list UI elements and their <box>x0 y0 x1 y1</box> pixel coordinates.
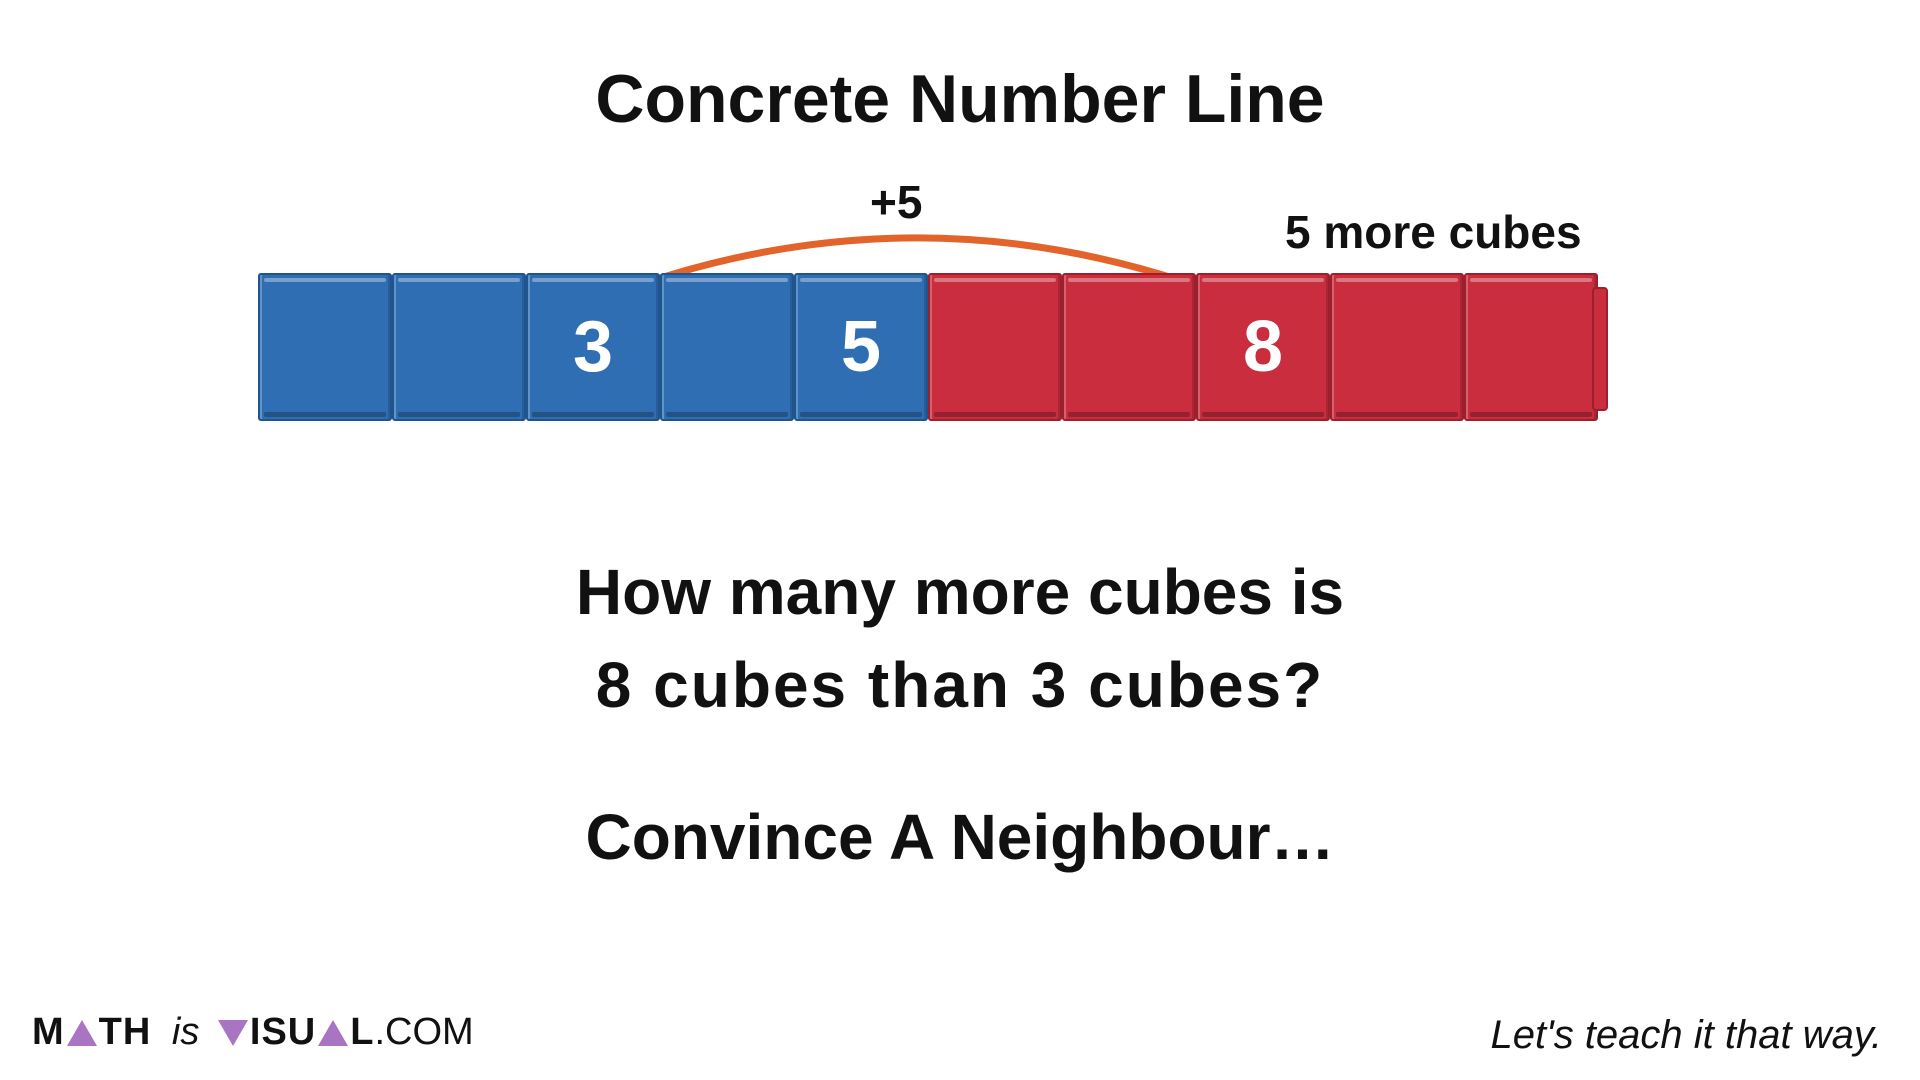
footer-isu: ISU <box>250 1011 316 1053</box>
page-title: Concrete Number Line <box>0 60 1920 138</box>
triangle-down-icon <box>216 1015 250 1058</box>
footer-is: is <box>172 1011 199 1053</box>
footer-m: M <box>32 1011 65 1053</box>
question-line-2: 8 cubes than 3 cubes? <box>0 648 1920 722</box>
triangle-up-icon-2 <box>316 1015 350 1058</box>
red-cube <box>1330 273 1464 421</box>
red-cube <box>1062 273 1196 421</box>
red-cube <box>928 273 1062 421</box>
blue-cube <box>392 273 526 421</box>
red-cube <box>1464 273 1598 421</box>
jump-arc <box>0 0 1920 1080</box>
cube-number: 8 <box>1198 306 1328 388</box>
footer-left: M TH is ISU L.COM <box>32 1011 474 1058</box>
more-cubes-label: 5 more cubes <box>1285 205 1582 259</box>
question-line-1: How many more cubes is <box>0 555 1920 629</box>
blue-cube <box>258 273 392 421</box>
end-nub <box>1592 287 1608 411</box>
red-cube: 8 <box>1196 273 1330 421</box>
blue-cube: 3 <box>526 273 660 421</box>
page-root: Concrete Number Line +5 5 more cubes 3 5 8… <box>0 0 1920 1080</box>
footer-l: L <box>350 1011 374 1053</box>
cube-number: 5 <box>796 306 926 388</box>
blue-cube: 5 <box>794 273 928 421</box>
footer-th: TH <box>99 1011 152 1053</box>
blue-cube <box>660 273 794 421</box>
convince-line: Convince A Neighbour… <box>0 800 1920 874</box>
cubes-row: 3 5 8 <box>258 273 1598 421</box>
jump-label: +5 <box>870 175 922 229</box>
triangle-up-icon <box>65 1015 99 1058</box>
cube-number: 3 <box>528 306 658 388</box>
footer-com: .COM <box>374 1011 473 1053</box>
footer-right: Let's teach it that way. <box>1490 1013 1882 1058</box>
